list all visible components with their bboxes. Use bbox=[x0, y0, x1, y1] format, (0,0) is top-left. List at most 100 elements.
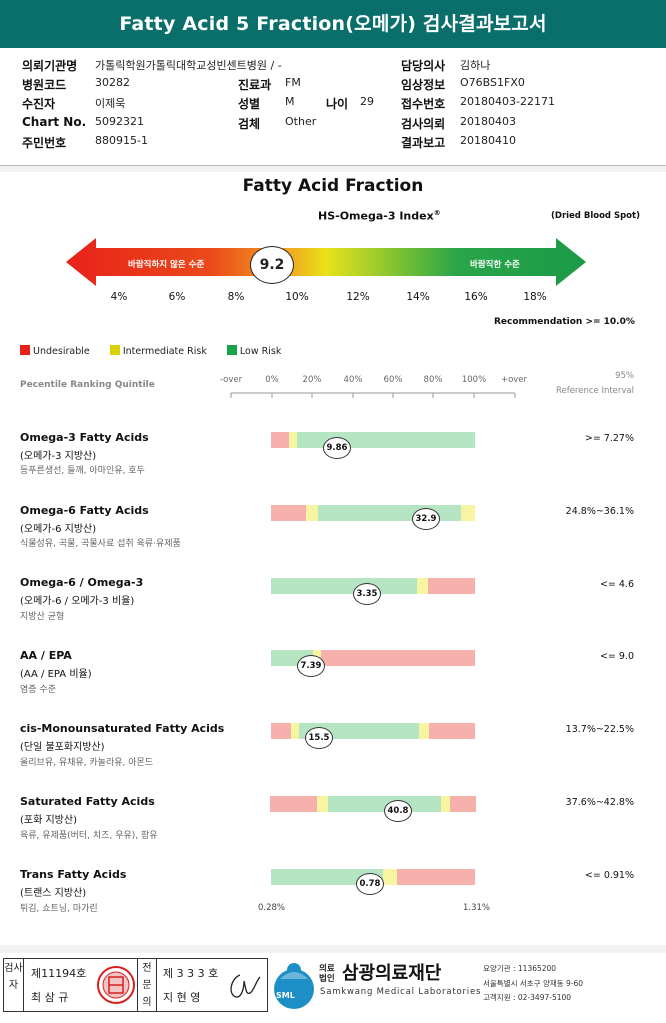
seg-undesirable bbox=[270, 796, 317, 812]
percentile-tick-80: 80% bbox=[423, 375, 443, 385]
seg-intermediate bbox=[383, 869, 397, 885]
info-label-institution: 의뢰기관명 bbox=[22, 59, 78, 73]
arrow-right-label: 바람직한 수준 bbox=[470, 260, 520, 270]
row-ratio63-sub: (오메가-6 / 오메가-3 비율) bbox=[20, 596, 135, 607]
legend-swatch-intermediate bbox=[109, 345, 120, 355]
signature-box: 검사자 제11194호 최 삼 규 전문의 제 3 3 3 호 지 현 영 bbox=[3, 958, 268, 1012]
seg-intermediate-high bbox=[419, 723, 429, 739]
specialist-signature-icon bbox=[230, 974, 261, 998]
tester-label: 검사자 bbox=[4, 959, 24, 1011]
omega-index-arrow bbox=[66, 238, 586, 286]
row-mufa-bar bbox=[271, 723, 475, 739]
info-label-department: 진료과 bbox=[238, 78, 272, 92]
seg-intermediate bbox=[289, 432, 297, 448]
row-ratio63-value: 3.35 bbox=[353, 583, 381, 605]
info-label-sex: 성별 bbox=[238, 97, 261, 111]
divider-band bbox=[0, 166, 666, 172]
seg-undesirable bbox=[321, 650, 475, 666]
row-aaepa-ref: <= 9.0 bbox=[599, 651, 634, 662]
info-value-institution: 가톨릭학원가톨릭대학교성빈센트병원 / - bbox=[95, 59, 282, 72]
row-trans-sub: (트랜스 지방산) bbox=[20, 888, 87, 899]
row-trans-bar bbox=[271, 869, 475, 885]
recommendation: Recommendation >= 10.0% bbox=[494, 317, 635, 327]
row-mufa-ref: 13.7%~22.5% bbox=[565, 724, 634, 735]
row-sfa-value: 40.8 bbox=[384, 800, 412, 822]
seg-undesirable bbox=[397, 869, 475, 885]
index-label-text: HS-Omega-3 Index bbox=[318, 209, 434, 223]
patient-info: 의뢰기관명 가톨릭학원가톨릭대학교성빈센트병원 / - 병원코드 30282 수… bbox=[0, 50, 666, 166]
legend-swatch-undesirable bbox=[20, 345, 30, 355]
org-english-name: Samkwang Medical Laboratories bbox=[320, 987, 482, 997]
scale-tick-12: 12% bbox=[346, 291, 370, 303]
legend-label-undesirable: Undesirable bbox=[33, 346, 90, 357]
row-ratio63-desc: 지방산 균형 bbox=[20, 612, 65, 622]
row-omega6-value: 32.9 bbox=[412, 508, 440, 530]
org-name: 삼광의료재단 bbox=[342, 963, 442, 984]
row-trans-ref: <= 0.91% bbox=[584, 870, 634, 881]
info-value-chart-no: 5092321 bbox=[95, 115, 144, 128]
info-value-report-date: 20180410 bbox=[460, 134, 516, 147]
row-trans-title: Trans Fatty Acids bbox=[20, 868, 127, 881]
legend-label-low-risk: Low Risk bbox=[239, 346, 282, 357]
row-mufa-value: 15.5 bbox=[305, 727, 333, 749]
info-value-clinical-info: O76BS1FX0 bbox=[460, 76, 525, 89]
info-label-resident-no: 주민번호 bbox=[22, 136, 67, 150]
section-title: Fatty Acid Fraction bbox=[242, 176, 424, 196]
row-omega3-desc: 등푸른생선, 들깨, 아마인유, 호두 bbox=[20, 466, 145, 476]
info-label-chart-no: Chart No. bbox=[22, 115, 87, 129]
row-sfa-bar bbox=[270, 796, 476, 812]
row-omega6-desc: 식물성유, 곡물, 곡물사료 섭취 육류·유제품 bbox=[20, 539, 181, 549]
info-label-clinical-info: 임상정보 bbox=[401, 78, 446, 92]
specialist-name: 지 현 영 bbox=[163, 991, 201, 1004]
info-value-doctor: 김하나 bbox=[460, 59, 491, 72]
row-omega3-sub: (오메가-3 지방산) bbox=[20, 451, 97, 462]
seg-low-risk bbox=[328, 796, 441, 812]
seg-intermediate bbox=[417, 578, 428, 594]
scale-tick-16: 16% bbox=[464, 291, 488, 303]
info-value-department: FM bbox=[285, 76, 301, 89]
contact-institution: 요양기관 : 11365200 bbox=[483, 964, 557, 973]
row-ratio63-title: Omega-6 / Omega-3 bbox=[20, 576, 144, 589]
logo-text: SML bbox=[276, 991, 295, 1000]
tester-seal-icon bbox=[97, 966, 135, 1004]
specialist-label: 전문의 bbox=[137, 959, 157, 1011]
row-omega6-sub: (오메가-6 지방산) bbox=[20, 524, 97, 535]
info-value-age: 29 bbox=[360, 95, 374, 108]
arrow-shape bbox=[66, 238, 586, 286]
percentile-tick-0: 0% bbox=[265, 375, 279, 385]
info-value-receipt-no: 20180403-22171 bbox=[460, 95, 555, 108]
footer-divider bbox=[0, 945, 666, 953]
info-value-hospital-code: 30282 bbox=[95, 76, 130, 89]
tester-name: 최 삼 규 bbox=[31, 991, 69, 1004]
row-ratio63-ref: <= 4.6 bbox=[599, 579, 634, 590]
legend-label-intermediate: Intermediate Risk bbox=[122, 346, 207, 357]
info-value-specimen: Other bbox=[285, 115, 317, 128]
trans-scale-low: 0.28% bbox=[258, 903, 286, 913]
arrow-left-label: 바람직하지 않은 수준 bbox=[128, 260, 205, 270]
info-label-patient: 수진자 bbox=[22, 97, 56, 111]
seg-undesirable bbox=[271, 505, 306, 521]
org-type: 의료법인 bbox=[319, 964, 335, 984]
row-sfa-ref: 37.6%~42.8% bbox=[565, 797, 634, 808]
row-mufa-sub: (단일 불포화지방산) bbox=[20, 742, 105, 753]
row-aaepa-title: AA / EPA bbox=[20, 649, 72, 662]
percentile-axis bbox=[230, 392, 516, 398]
row-omega6-bar bbox=[271, 505, 475, 521]
row-aaepa-desc: 염증 수준 bbox=[20, 685, 56, 695]
info-label-request-date: 검사의뢰 bbox=[401, 117, 446, 131]
trans-scale-high: 1.31% bbox=[463, 903, 491, 913]
contact-phone: 고객지원 : 02-3497-5100 bbox=[483, 993, 572, 1002]
row-omega6-ref: 24.8%~36.1% bbox=[565, 506, 634, 517]
row-trans-desc: 튀김, 쇼트닝, 마가린 bbox=[20, 904, 98, 914]
info-label-receipt-no: 접수번호 bbox=[401, 97, 446, 111]
index-label-sup: ® bbox=[433, 209, 441, 217]
info-label-age: 나이 bbox=[326, 97, 349, 111]
percentile-tick-100: 100% bbox=[461, 375, 487, 385]
specialist-license: 제 3 3 3 호 bbox=[163, 967, 219, 980]
percentile-tick-under: -over bbox=[219, 375, 243, 385]
row-mufa-desc: 올리브유, 유채유, 카놀라유, 아몬드 bbox=[20, 758, 154, 768]
percentile-tick-40: 40% bbox=[343, 375, 363, 385]
scale-tick-10: 10% bbox=[285, 291, 309, 303]
seg-intermediate-high bbox=[441, 796, 450, 812]
scale-tick-6: 6% bbox=[168, 291, 186, 303]
